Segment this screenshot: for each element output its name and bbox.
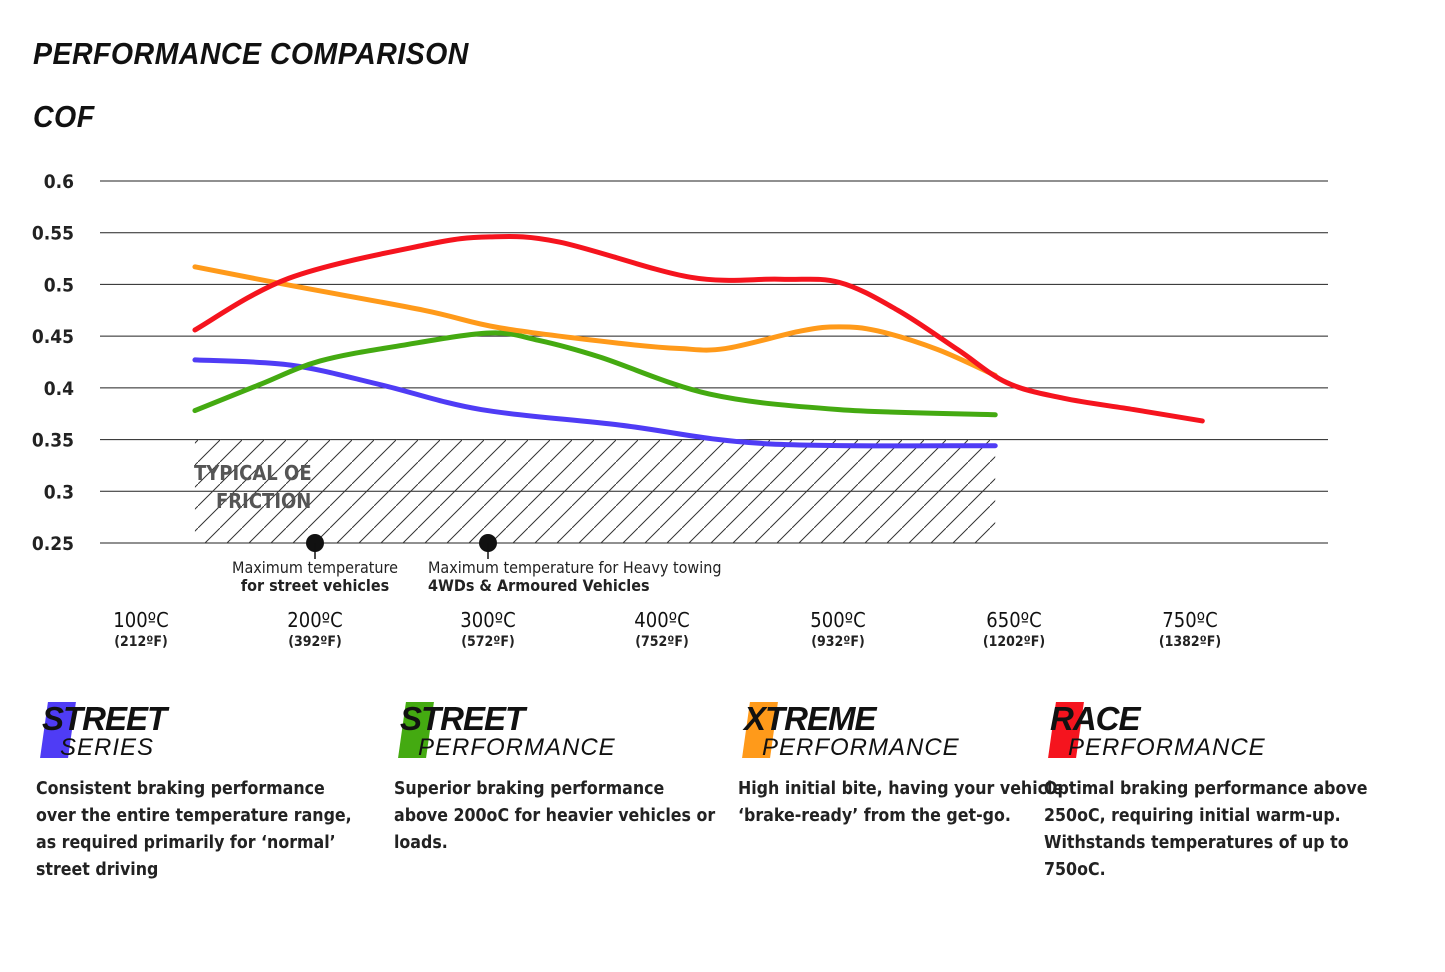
logo-sub-rest: ERFORMANCE — [779, 734, 960, 761]
page-heading: PERFORMANCE COMPARISON — [33, 36, 469, 71]
x-tick-sub: (752ºF) — [635, 634, 689, 650]
series-line-0 — [192, 357, 998, 449]
y-tick-label: 0.4 — [44, 378, 74, 400]
logo-first: X — [744, 700, 766, 737]
y-tick-label: 0.45 — [32, 326, 74, 348]
x-tick-label: 200ºC — [287, 608, 342, 632]
logo-first: S — [42, 700, 64, 737]
annotation-line2: for street vehicles — [241, 576, 389, 595]
logo-sub-rest: ERFORMANCE — [435, 734, 616, 761]
annotation-line1: Maximum temperature — [232, 558, 398, 577]
region-label: TYPICAL OE — [194, 461, 312, 485]
logo-sub-rest: ERIES — [77, 734, 155, 761]
y-tick-label: 0.6 — [44, 171, 74, 193]
y-tick-label: 0.5 — [44, 274, 74, 296]
logo-rest: TREET — [421, 700, 525, 737]
x-tick-label: 650ºC — [986, 608, 1041, 632]
logo-sub-first: S — [60, 734, 78, 761]
y-tick-label: 0.55 — [32, 223, 74, 245]
logo-rest: TREME — [765, 700, 876, 737]
x-tick-sub: (572ºF) — [461, 634, 515, 650]
x-tick-sub: (212ºF) — [114, 634, 168, 650]
series-line-1 — [192, 330, 998, 418]
annotation-line2: 4WDs & Armoured Vehicles — [428, 576, 650, 595]
annotation-line1: Maximum temperature for Heavy towing — [428, 558, 721, 577]
x-tick-sub: (392ºF) — [288, 634, 342, 650]
logo-sub-first: P — [418, 734, 436, 761]
logo-rest: ACE — [1072, 700, 1141, 737]
y-tick-label: 0.35 — [32, 430, 74, 452]
y-tick-label: 0.25 — [32, 533, 74, 555]
x-tick-label: 100ºC — [113, 608, 168, 632]
y-tick-label: 0.3 — [44, 481, 74, 503]
chart-title: COF — [33, 99, 95, 134]
logo-sub-first: P — [1068, 734, 1086, 761]
series-line-2 — [192, 264, 998, 378]
logo-rest: TREET — [63, 700, 167, 737]
x-tick-label: 400ºC — [634, 608, 689, 632]
product-description: Superior braking performance above 200oC… — [394, 778, 716, 853]
logo-sub-first: P — [762, 734, 780, 761]
x-tick-sub: (932ºF) — [811, 634, 865, 650]
x-tick-sub: (1202ºF) — [983, 634, 1045, 650]
logo-first: S — [400, 700, 422, 737]
product-description: Consistent braking performance over the … — [36, 778, 352, 880]
x-tick-sub: (1382ºF) — [1159, 634, 1221, 650]
product-description: Optimal braking performance above 250oC,… — [1044, 778, 1368, 880]
product-description: High initial bite, having your vehicle ‘… — [738, 778, 1064, 826]
region-label: FRICTION — [216, 489, 311, 513]
x-tick-label: 500ºC — [810, 608, 865, 632]
series-line-3 — [192, 233, 1205, 424]
typical-oe-region — [194, 439, 996, 543]
logo-first: R — [1050, 700, 1074, 737]
x-tick-label: 750ºC — [1162, 608, 1217, 632]
logo-sub-rest: ERFORMANCE — [1085, 734, 1266, 761]
x-tick-label: 300ºC — [460, 608, 515, 632]
cof-chart: 0.6 0.55 0.5 0.45 0.4 0.35 0.3 0.25 TYPICAL OE FR… — [32, 171, 1328, 650]
